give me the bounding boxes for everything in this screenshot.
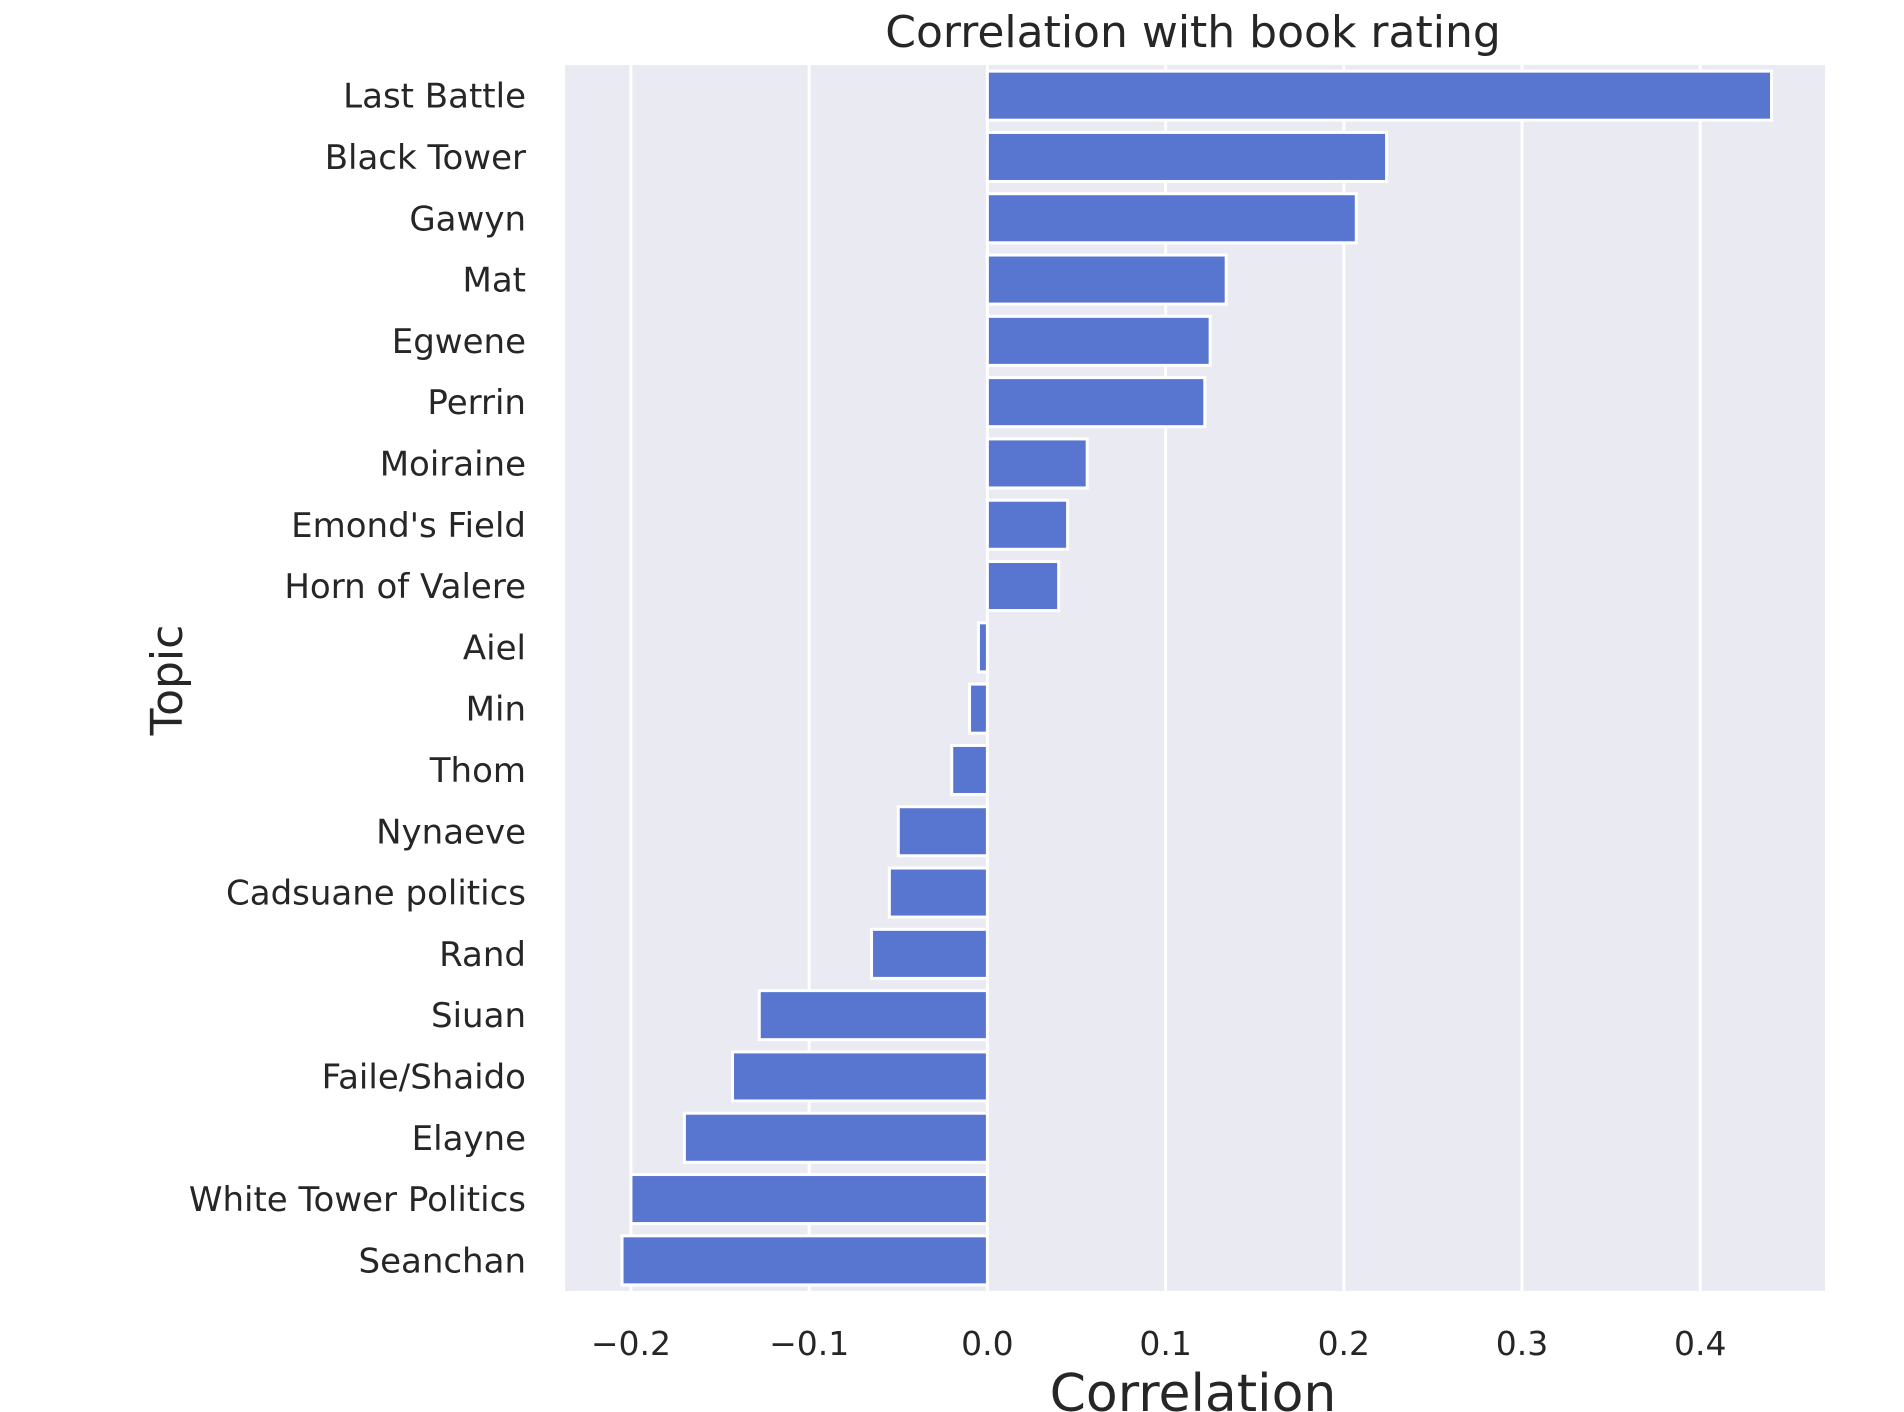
bars bbox=[620, 69, 1774, 1287]
y-category-label: Min bbox=[466, 690, 526, 730]
x-tick-label: 0.4 bbox=[1674, 1324, 1726, 1363]
bar bbox=[896, 805, 989, 858]
y-category-label: Horn of Valere bbox=[284, 567, 526, 607]
y-category-label: Faile/Shaido bbox=[322, 1057, 526, 1097]
x-tick-label: 0.3 bbox=[1496, 1324, 1548, 1363]
x-tick-label: 0.2 bbox=[1318, 1324, 1370, 1363]
bar bbox=[968, 682, 989, 735]
x-axis-label: Correlation bbox=[1050, 1364, 1337, 1412]
bar bbox=[950, 743, 989, 796]
plot-area bbox=[565, 65, 1825, 1291]
y-category-label: Siuan bbox=[431, 996, 526, 1036]
y-category-label: White Tower Politics bbox=[189, 1180, 526, 1220]
y-category-label: Mat bbox=[462, 261, 526, 301]
bar bbox=[731, 1050, 989, 1103]
bar bbox=[985, 560, 1061, 613]
bar bbox=[985, 69, 1774, 122]
bar bbox=[757, 989, 989, 1042]
bar bbox=[870, 927, 989, 980]
x-tick-label: −0.1 bbox=[769, 1324, 849, 1363]
y-category-labels: Last Battle Black Tower Gawyn Mat Egwene Perr… bbox=[189, 77, 526, 1282]
bar bbox=[985, 253, 1228, 306]
y-category-label: Black Tower bbox=[325, 138, 526, 178]
bar bbox=[620, 1234, 989, 1287]
y-category-label: Moiraine bbox=[380, 444, 526, 484]
bar bbox=[985, 498, 1070, 551]
y-category-label: Thom bbox=[429, 751, 526, 791]
bar bbox=[629, 1173, 989, 1226]
x-tick-label: 0.0 bbox=[961, 1324, 1013, 1363]
y-category-label: Last Battle bbox=[343, 77, 526, 117]
x-tick-labels: −0.2 −0.1 0.0 0.1 0.2 0.3 0.4 bbox=[591, 1324, 1727, 1363]
bar bbox=[985, 314, 1212, 367]
bar bbox=[887, 866, 989, 919]
bar bbox=[985, 437, 1089, 490]
y-category-label: Rand bbox=[439, 935, 526, 975]
y-category-label: Emond's Field bbox=[291, 506, 526, 546]
y-category-label: Gawyn bbox=[409, 199, 526, 239]
chart-title: Correlation with book rating bbox=[885, 7, 1501, 58]
bar bbox=[682, 1111, 989, 1164]
bar bbox=[985, 376, 1207, 429]
y-category-label: Aiel bbox=[463, 628, 526, 668]
bar bbox=[976, 621, 989, 674]
y-category-label: Cadsuane politics bbox=[226, 874, 526, 914]
y-category-label: Egwene bbox=[392, 322, 526, 362]
x-tick-label: 0.1 bbox=[1139, 1324, 1191, 1363]
x-tick-label: −0.2 bbox=[591, 1324, 671, 1363]
y-axis-label: Topic bbox=[142, 625, 193, 737]
y-category-label: Seanchan bbox=[358, 1241, 526, 1281]
y-category-label: Elayne bbox=[412, 1119, 526, 1159]
bar bbox=[985, 192, 1358, 245]
y-category-label: Nynaeve bbox=[376, 812, 526, 852]
bar bbox=[985, 130, 1389, 183]
y-category-label: Perrin bbox=[427, 383, 526, 423]
